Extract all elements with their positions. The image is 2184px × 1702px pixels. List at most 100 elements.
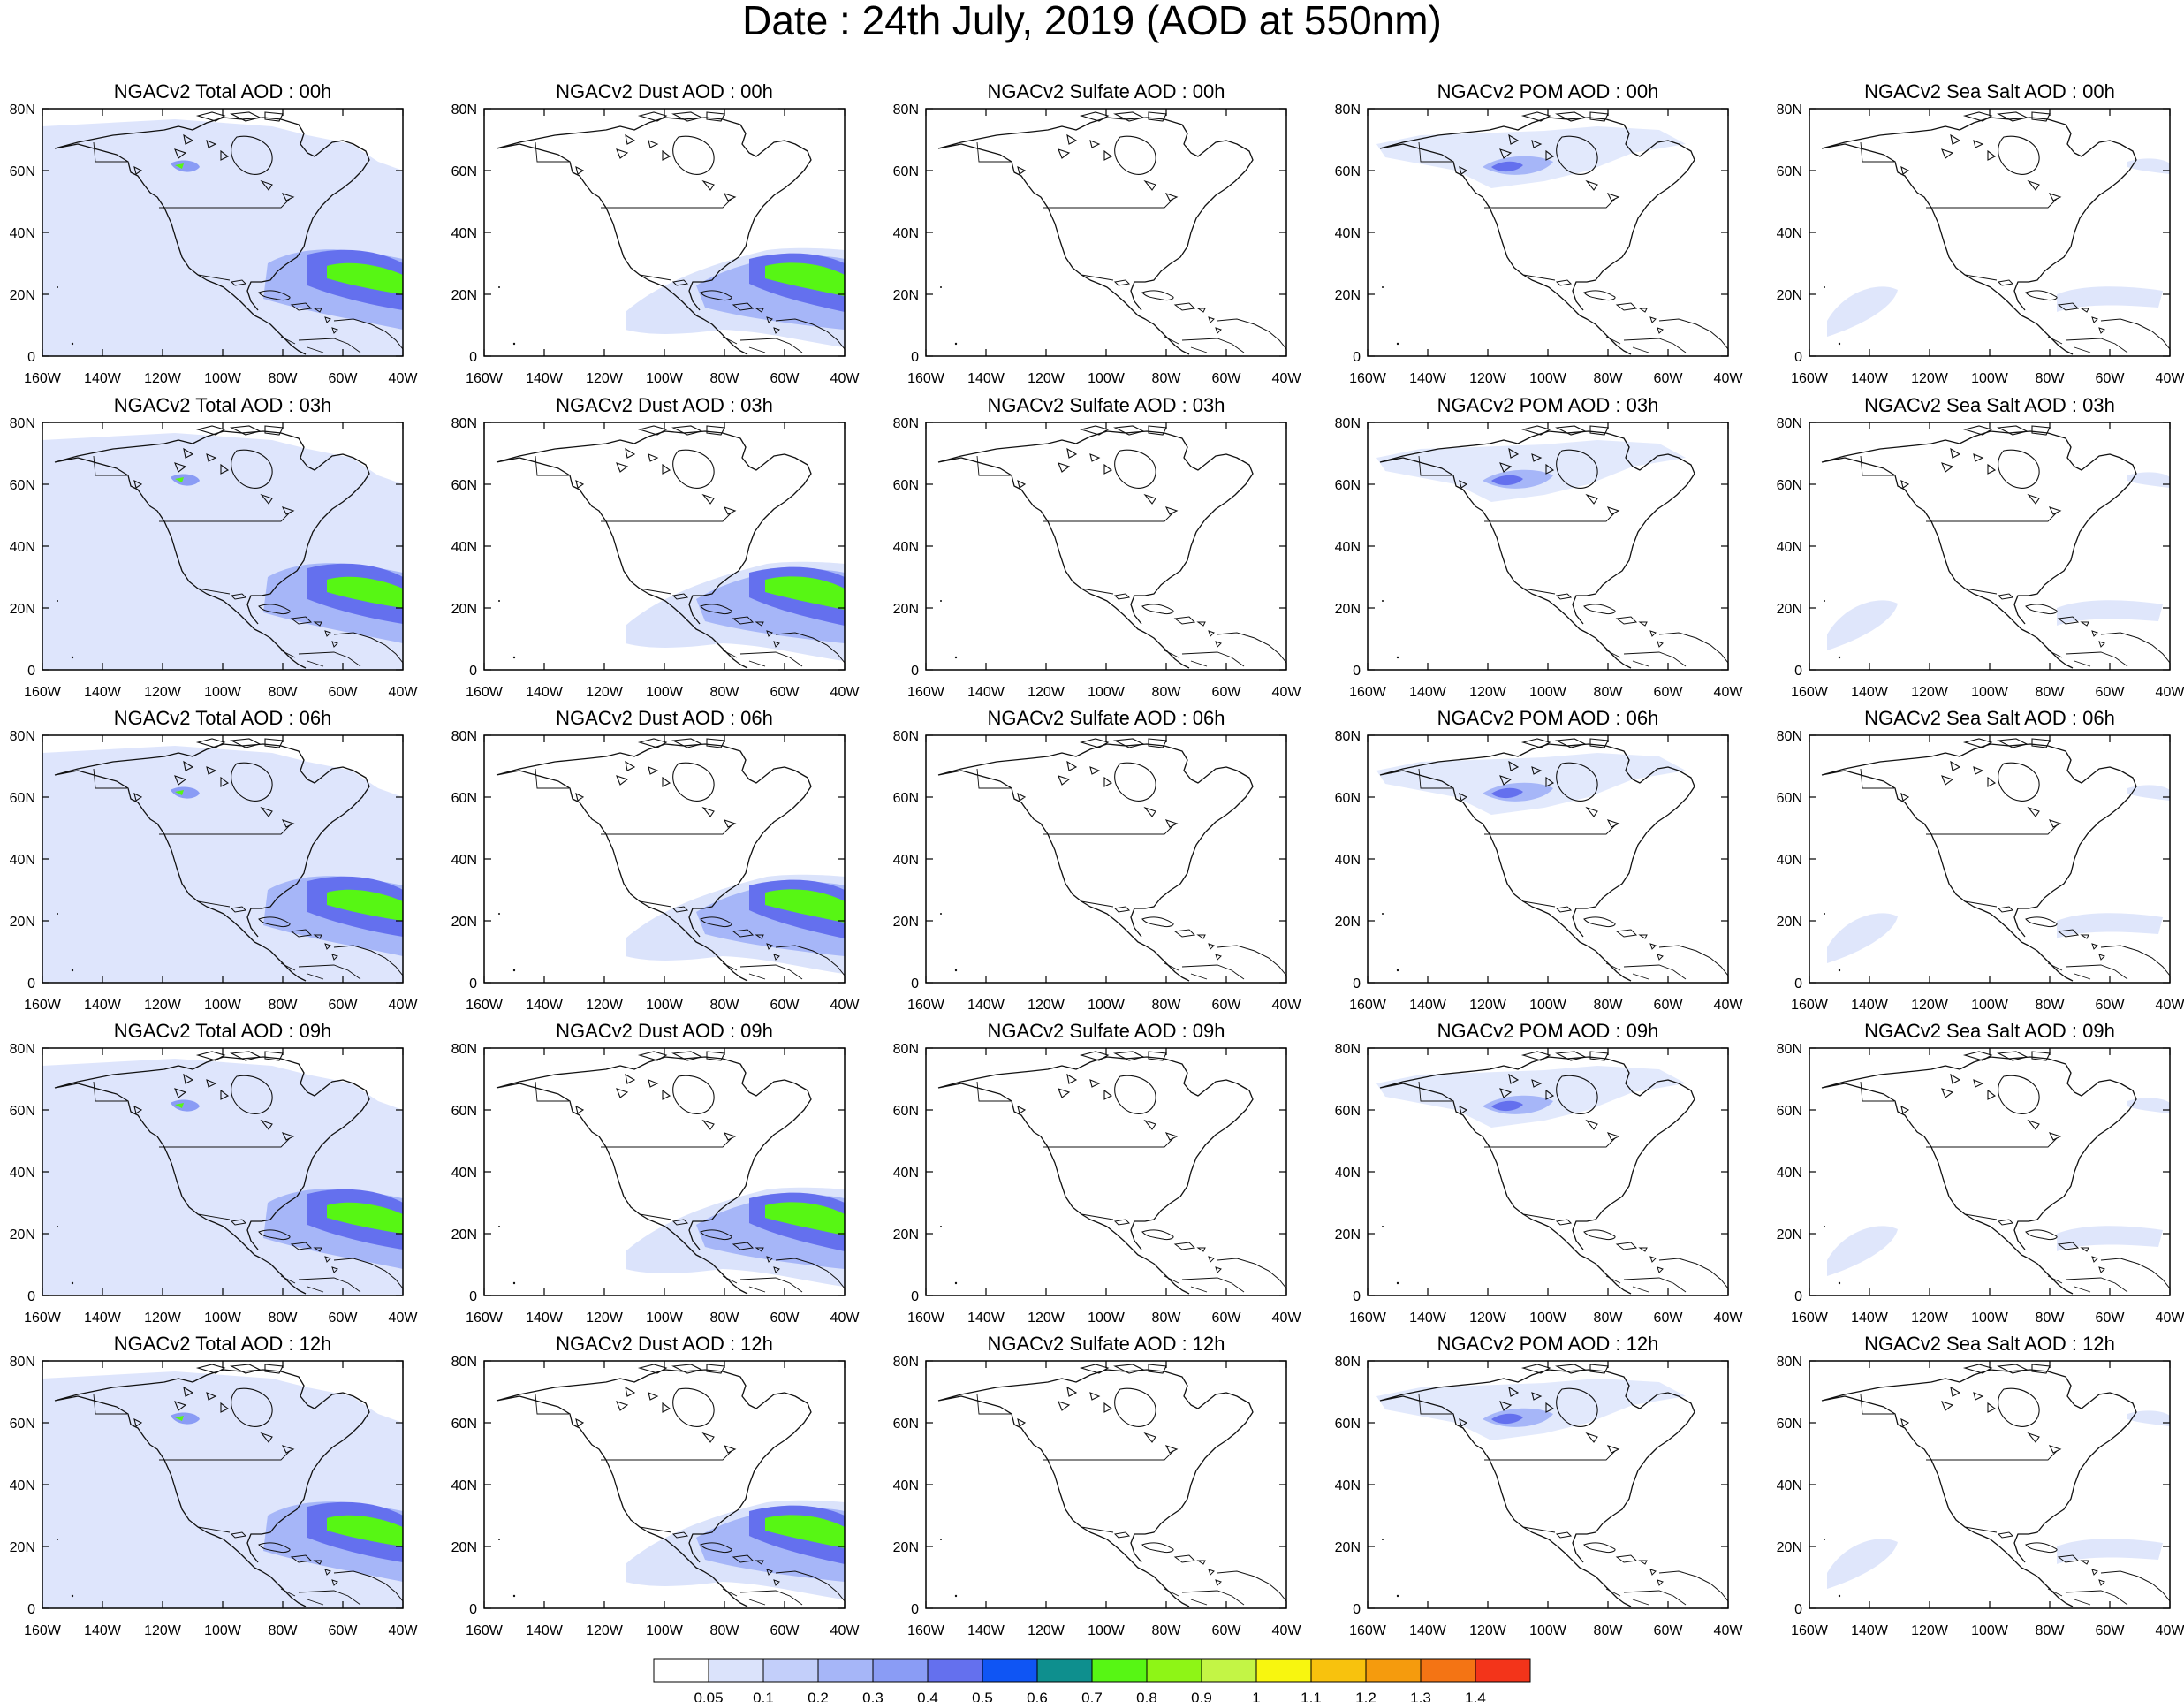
lon-tick-label: 120W — [1469, 998, 1507, 1013]
lat-tick-label: 20N — [893, 288, 919, 303]
lon-tick-label: 60W — [770, 1623, 800, 1638]
lat-tick-label: 60N — [1777, 1104, 1802, 1119]
lon-tick-label: 120W — [586, 998, 624, 1013]
aod-contour — [42, 1059, 403, 1295]
lon-tick-label: 40W — [2156, 371, 2184, 386]
lon-tick-label: 100W — [204, 998, 242, 1013]
map-panel: NGACv2 POM AOD : 12h 160W 140W 120W 100W 80W 6… — [1335, 1333, 1744, 1638]
aod-contour — [765, 1202, 845, 1235]
lon-tick-label: 60W — [770, 1311, 800, 1326]
colorbar-label: 0.3 — [862, 1690, 883, 1702]
lat-tick-label: 20N — [10, 1227, 35, 1242]
colorbar-swatch — [1091, 1658, 1148, 1683]
aod-contour — [327, 576, 403, 608]
colorbar-swatch — [927, 1658, 983, 1683]
lon-tick-label: 60W — [329, 1623, 359, 1638]
lon-tick-label: 80W — [1152, 998, 1182, 1013]
aod-contour — [1491, 475, 1523, 486]
lon-tick-label: 160W — [907, 998, 945, 1013]
lat-tick-label: 0 — [1794, 1602, 1802, 1617]
lat-tick-label: 0 — [911, 350, 919, 365]
lat-tick-label: 60N — [451, 478, 477, 493]
map-panel: NGACv2 Total AOD : 09h 160W 140W 120W 100W 80… — [10, 1020, 419, 1326]
lat-tick-label: 60N — [1335, 1417, 1361, 1432]
map-panel: NGACv2 Sea Salt AOD : 09h 160W 140W 120W 100… — [1777, 1020, 2184, 1326]
lon-tick-label: 140W — [967, 998, 1005, 1013]
lat-tick-label: 60N — [893, 1104, 919, 1119]
lat-tick-label: 60N — [1335, 478, 1361, 493]
lon-tick-label: 160W — [24, 998, 62, 1013]
lon-tick-label: 120W — [1028, 1623, 1065, 1638]
colorbar-swatch — [1146, 1658, 1202, 1683]
lat-tick-label: 80N — [451, 1355, 477, 1370]
panel-title: NGACv2 Dust AOD : 03h — [556, 394, 773, 416]
colorbar-label: 0.9 — [1191, 1690, 1212, 1702]
lat-tick-label: 0 — [1794, 1289, 1802, 1304]
map-panel: NGACv2 Total AOD : 12h 160W 140W 120W 100W 80… — [10, 1333, 419, 1638]
lon-tick-label: 60W — [1654, 998, 1684, 1013]
lon-tick-label: 60W — [1212, 371, 1242, 386]
map-panel: NGACv2 Sea Salt AOD : 03h 160W 140W 120W 100… — [1777, 394, 2184, 700]
lon-tick-label: 80W — [1152, 1311, 1182, 1326]
lat-tick-label: 0 — [1353, 1602, 1361, 1617]
lat-tick-label: 20N — [893, 602, 919, 617]
colorbar-swatch — [1310, 1658, 1367, 1683]
lat-tick-label: 60N — [1335, 164, 1361, 179]
lon-tick-label: 160W — [1791, 998, 1829, 1013]
lon-tick-label: 100W — [204, 371, 242, 386]
lat-tick-label: 0 — [1353, 664, 1361, 679]
panel-title: NGACv2 Sulfate AOD : 09h — [987, 1020, 1225, 1042]
lon-tick-label: 40W — [1714, 371, 1744, 386]
map-panel: NGACv2 Sulfate AOD : 03h 160W 140W 120W 100W… — [893, 394, 1302, 700]
lon-tick-label: 120W — [586, 1623, 624, 1638]
lon-tick-label: 60W — [770, 998, 800, 1013]
lon-tick-label: 40W — [830, 685, 861, 700]
aod-contour — [327, 1515, 403, 1546]
map-area — [1368, 1361, 1728, 1608]
lon-tick-label: 160W — [1791, 1311, 1829, 1326]
map-area — [484, 109, 845, 356]
colorbar-swatch — [872, 1658, 929, 1683]
lat-tick-label: 40N — [451, 1478, 477, 1493]
aod-contour — [1491, 1413, 1523, 1425]
lat-tick-label: 20N — [10, 288, 35, 303]
lon-tick-label: 140W — [1409, 998, 1447, 1013]
panel-title: NGACv2 Sulfate AOD : 03h — [987, 394, 1225, 416]
lat-tick-label: 80N — [1777, 729, 1802, 744]
colorbar-swatch — [708, 1658, 764, 1683]
lon-tick-label: 140W — [526, 1311, 564, 1326]
lon-tick-label: 100W — [1529, 371, 1567, 386]
panel-title: NGACv2 Dust AOD : 06h — [556, 707, 773, 729]
panel-title: NGACv2 Total AOD : 00h — [114, 80, 332, 103]
aod-contour — [2057, 1226, 2163, 1251]
lon-tick-label: 140W — [526, 1623, 564, 1638]
lat-tick-label: 0 — [1794, 350, 1802, 365]
lon-tick-label: 80W — [710, 371, 740, 386]
lat-tick-label: 80N — [451, 1042, 477, 1057]
lon-tick-label: 60W — [1654, 1623, 1684, 1638]
lon-tick-label: 40W — [2156, 685, 2184, 700]
lat-tick-label: 80N — [893, 1042, 919, 1057]
lat-tick-label: 20N — [10, 1540, 35, 1555]
map-area — [1809, 109, 2170, 356]
aod-contour — [171, 786, 200, 799]
panel-title: NGACv2 Total AOD : 06h — [114, 707, 332, 729]
aod-contour — [175, 477, 184, 482]
lon-tick-label: 160W — [1791, 685, 1829, 700]
aod-contour — [2127, 1098, 2170, 1113]
map-area — [1368, 422, 1728, 670]
aod-contour — [327, 1202, 403, 1234]
lat-tick-label: 60N — [893, 1417, 919, 1432]
aod-contour — [175, 1416, 184, 1421]
lon-tick-label: 120W — [1469, 1623, 1507, 1638]
lon-tick-label: 40W — [389, 371, 419, 386]
lat-tick-label: 80N — [1335, 1355, 1361, 1370]
lon-tick-label: 120W — [144, 685, 182, 700]
panel-title: NGACv2 Sulfate AOD : 06h — [987, 707, 1225, 729]
aod-contour — [2057, 913, 2163, 938]
lon-tick-label: 60W — [329, 371, 359, 386]
lon-tick-label: 60W — [1654, 1311, 1684, 1326]
lat-tick-label: 20N — [1777, 915, 1802, 930]
lon-tick-label: 80W — [1594, 998, 1624, 1013]
